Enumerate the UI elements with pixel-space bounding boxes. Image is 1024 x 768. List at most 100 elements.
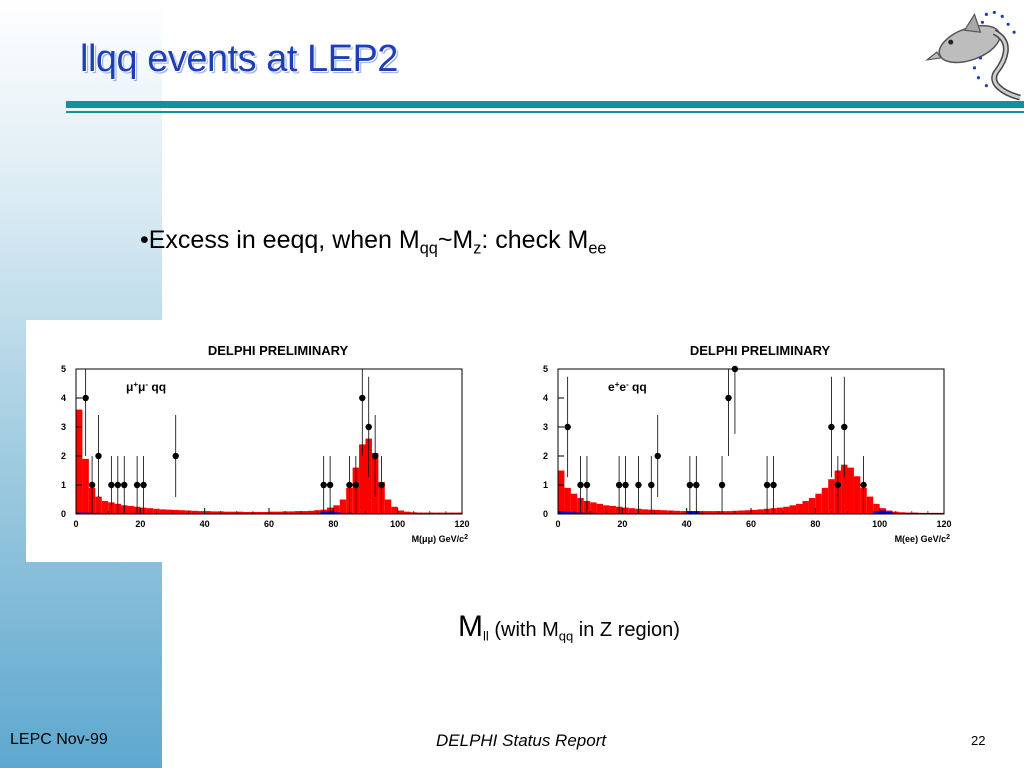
dolphin-logo-icon	[925, 10, 1021, 101]
mc-bin	[673, 510, 681, 514]
mc-bin	[178, 510, 186, 514]
mc-bin	[596, 503, 604, 514]
data-point	[108, 481, 115, 489]
x-tick-label: 100	[872, 519, 887, 529]
data-point	[82, 394, 89, 402]
background-bin	[95, 512, 102, 514]
mc-bin	[808, 498, 816, 514]
y-tick-label: 3	[543, 422, 548, 432]
mc-bin	[243, 511, 250, 514]
mc-bin	[404, 511, 411, 514]
background-bin	[558, 511, 565, 514]
y-tick-label: 5	[61, 364, 66, 374]
mc-bin	[712, 511, 719, 514]
background-bin	[339, 512, 347, 514]
x-tick-label: 100	[390, 519, 405, 529]
x-axis-label: M(ee) GeV/c2	[895, 534, 951, 545]
data-point	[841, 423, 848, 431]
data-point	[686, 481, 694, 489]
slide-title: llqq events at LEP2	[80, 38, 398, 80]
plot-white-panel	[26, 320, 464, 562]
mc-bin	[211, 511, 218, 514]
mc-bin	[744, 510, 751, 514]
bullet-sub-ee: ee	[588, 239, 607, 258]
mc-bin	[757, 509, 764, 514]
plot-caption: Mll (with Mqq in Z region)	[458, 610, 680, 644]
data-point	[88, 481, 96, 489]
mc-bin	[333, 505, 340, 514]
mc-bin	[796, 503, 803, 514]
ee-qq-histogram: DELPHI PRELIMINARY 0 20 40 60 80 100 120 0 1 2 3 4 5 e…	[543, 343, 952, 545]
mc-bin	[159, 509, 167, 514]
mc-bin	[339, 499, 347, 514]
bullet-sub-z: z	[473, 239, 482, 258]
mc-bin	[423, 512, 430, 514]
mc-bin	[570, 493, 578, 514]
x-tick-label: 40	[682, 519, 692, 529]
mc-bin	[841, 464, 848, 514]
mc-bin	[609, 505, 616, 514]
mc-bin	[660, 510, 668, 514]
data-point	[648, 481, 655, 489]
mc-bin	[416, 512, 424, 514]
y-tick-label: 0	[61, 509, 66, 519]
x-tick-label: 120	[454, 519, 469, 529]
bullet-mid2: : check M	[481, 226, 589, 254]
mc-bin	[628, 508, 636, 514]
mc-bin	[307, 510, 315, 514]
mc-bin	[564, 487, 571, 514]
caption-text1: (with M	[488, 619, 559, 641]
mc-bin	[436, 512, 443, 514]
y-tick-label: 5	[543, 364, 548, 374]
mc-bin	[166, 509, 173, 514]
background-bin	[873, 511, 880, 514]
background-bin	[886, 511, 893, 514]
background-bin	[590, 512, 597, 514]
mc-bin	[359, 444, 366, 514]
chart-title: DELPHI PRELIMINARY	[208, 343, 349, 358]
data-point	[320, 481, 327, 489]
data-point	[731, 365, 739, 373]
channel-label: e+e- qq	[608, 380, 647, 395]
background-bin	[564, 511, 571, 514]
mc-bin	[705, 511, 713, 514]
x-tick-label: 60	[746, 519, 756, 529]
data-point	[725, 394, 732, 402]
mc-bin	[590, 502, 597, 514]
data-point	[635, 481, 642, 489]
mc-bin	[391, 506, 398, 514]
mc-bin	[275, 511, 282, 514]
mc-bin	[269, 511, 276, 514]
title-rule-thin	[66, 111, 1024, 113]
chart-title: DELPHI PRELIMINARY	[690, 343, 831, 358]
background-bin	[879, 510, 887, 514]
data-point	[763, 481, 771, 489]
y-tick-label: 4	[61, 393, 66, 403]
caption-text2: in Z region)	[573, 619, 680, 641]
data-point	[133, 481, 141, 489]
mc-bin	[294, 511, 302, 514]
mc-bin	[802, 500, 809, 514]
mc-bin	[776, 507, 784, 514]
mc-bin	[847, 467, 854, 514]
mc-bin	[172, 509, 179, 514]
bullet-sub-qq: qq	[419, 239, 438, 258]
mc-bin	[828, 479, 835, 514]
mc-bin	[301, 511, 308, 514]
mc-bin	[204, 511, 212, 514]
y-tick-label: 2	[543, 451, 548, 461]
mc-bin	[783, 506, 790, 514]
mc-bin	[429, 512, 437, 514]
mc-bin	[866, 496, 874, 514]
data-point	[378, 481, 385, 489]
mc-bin	[101, 500, 109, 514]
data-point	[352, 481, 360, 489]
background-bin	[82, 512, 89, 514]
mc-bin	[384, 499, 392, 514]
y-tick-label: 0	[543, 509, 548, 519]
y-tick-label: 1	[61, 480, 66, 490]
mc-bin	[82, 458, 89, 514]
x-tick-label: 20	[617, 519, 627, 529]
data-point	[95, 452, 102, 460]
mc-bin	[455, 512, 462, 514]
